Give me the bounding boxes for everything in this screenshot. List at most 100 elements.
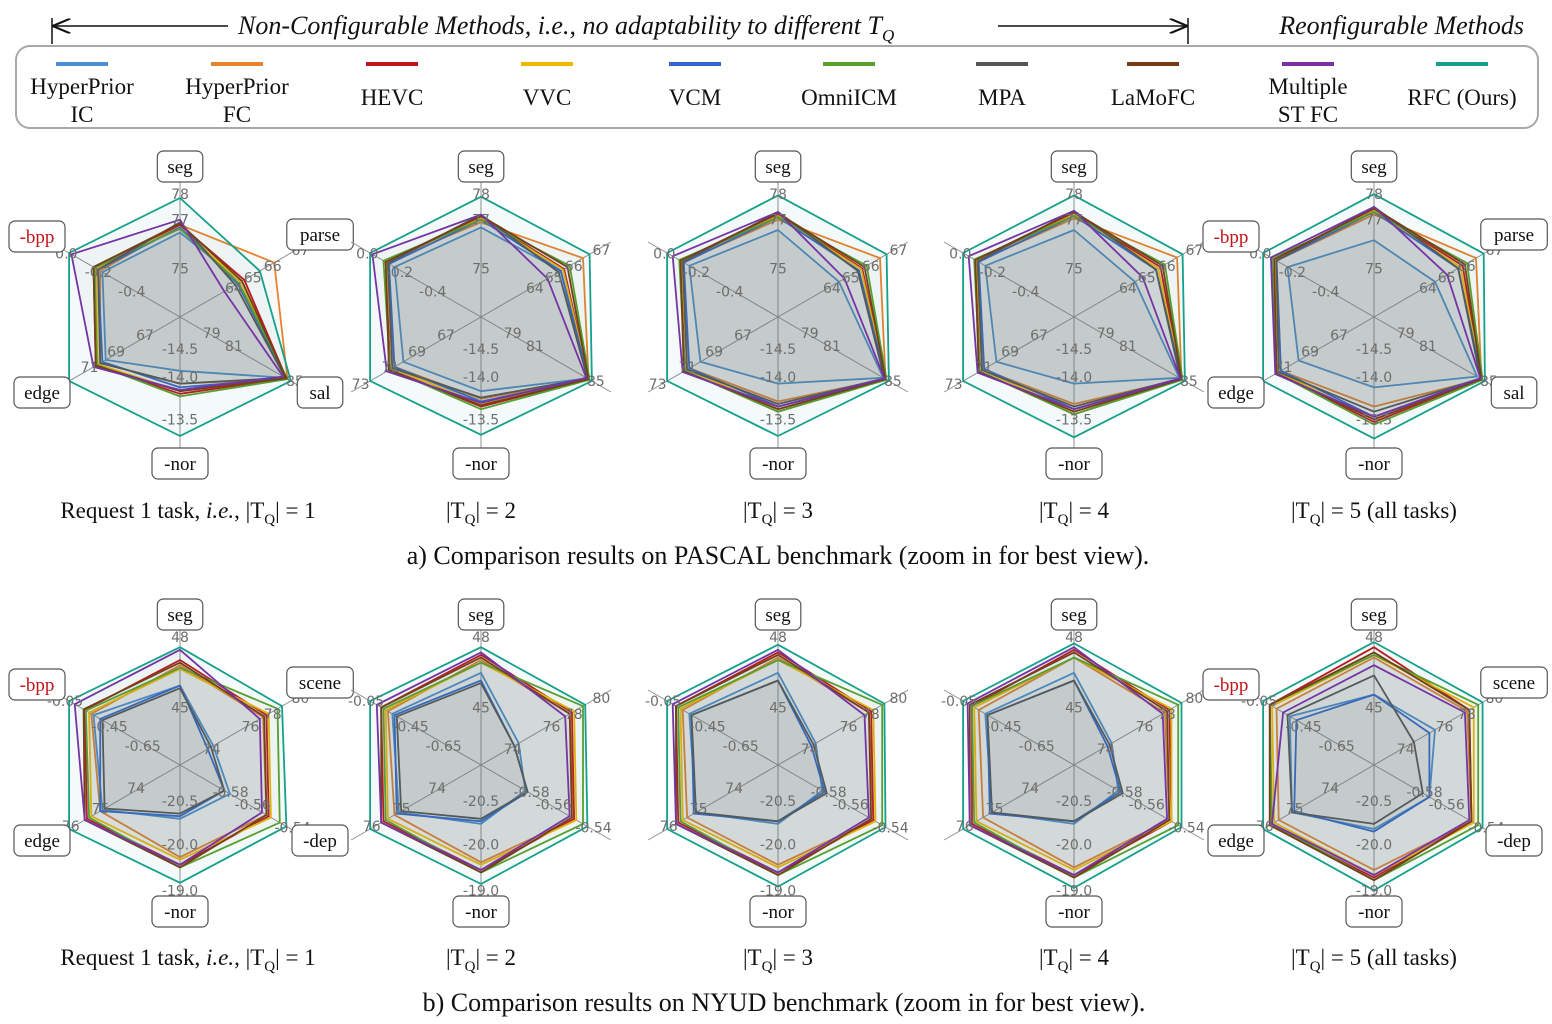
radar-panel: 454874767880-0.58-0.56-0.54-20.5-20.0-19… — [1202, 598, 1548, 975]
tick-label: 78 — [565, 707, 583, 723]
axis-label: -nor — [1058, 902, 1090, 923]
panel-caption: |TQ| = 2 — [446, 945, 516, 975]
axis-label-frame — [457, 150, 505, 183]
axis-spoke — [943, 241, 1075, 318]
tick-label: 66 — [565, 259, 583, 275]
series-polygon — [962, 194, 1186, 439]
tick-label: 74 — [203, 742, 221, 758]
radar-panel: 454874767880-0.58-0.56-0.54-20.5-20.0-19… — [8, 598, 354, 975]
tick-label: -0.54 — [1168, 821, 1204, 837]
tick-label: 75 — [1365, 261, 1383, 277]
axis-spoke — [647, 316, 779, 393]
axis-label-box: -dep — [291, 824, 349, 857]
axis-label: -nor — [762, 454, 794, 475]
axis-label-box: parse — [1480, 218, 1548, 251]
tick-label: -13.5 — [1056, 412, 1092, 428]
axis-label-frame — [1207, 376, 1265, 409]
axis-label-box: -nor — [1045, 447, 1103, 480]
axis-label-frame — [1050, 598, 1098, 631]
tick-label: 71 — [975, 360, 993, 376]
legend-item: Multiple ST FC — [1268, 62, 1348, 127]
series-polygon — [1286, 239, 1478, 389]
axis-label-box: scene — [1480, 666, 1548, 699]
tick-label: 76 — [956, 819, 974, 835]
tick-label: -20.0 — [760, 837, 796, 853]
panel-caption: |TQ| = 2 — [446, 498, 516, 528]
tick-label: 69 — [408, 345, 426, 361]
series-polygon — [967, 209, 1182, 411]
tick-label: -0.56 — [1129, 798, 1165, 814]
axis-spoke — [1373, 241, 1505, 318]
tick-label: -13.5 — [760, 412, 796, 428]
axis-label-box: seg — [1050, 150, 1098, 183]
panel-caption: |TQ| = 4 — [1039, 498, 1110, 528]
axis-spoke — [49, 764, 181, 841]
axis-label-box: edge — [1207, 824, 1265, 857]
axis-label-box: -bpp — [1202, 220, 1260, 253]
tick-label: 65 — [545, 270, 563, 286]
axis-label-box: seg — [156, 150, 204, 183]
legend-label: IC — [71, 102, 94, 127]
series-polygon — [375, 651, 571, 871]
axis-label-frame — [151, 447, 209, 480]
tick-label: -0.4 — [118, 284, 145, 300]
series-polygon — [93, 227, 289, 398]
tick-label: -0.4 — [1312, 284, 1339, 300]
tick-label: 65 — [1438, 270, 1456, 286]
tick-label: -14.5 — [1356, 342, 1392, 358]
tick-label: 48 — [769, 630, 787, 646]
tick-label: -0.54 — [872, 821, 908, 837]
panel-caption: |TQ| = 3 — [743, 945, 813, 975]
tick-label: -0.45 — [1285, 720, 1321, 736]
tick-label: -0.45 — [392, 720, 428, 736]
series-polygon — [679, 212, 887, 411]
tick-label: 67 — [1185, 243, 1203, 259]
legend-label: VCM — [669, 85, 721, 110]
tick-label: -14.5 — [162, 342, 198, 358]
axis-label: -nor — [465, 902, 497, 923]
tick-label: -0.56 — [235, 798, 271, 814]
charts: 75777864656667798185-14.5-14.0-13.567697… — [8, 150, 1548, 975]
panel-caption: Request 1 task, i.e., |TQ| = 1 — [60, 945, 315, 975]
tick-label: 76 — [242, 720, 260, 736]
tick-label: 77 — [1065, 213, 1083, 229]
legend-label: ST FC — [1278, 102, 1338, 127]
tick-label: 64 — [1419, 281, 1437, 297]
tick-label: -0.58 — [1406, 785, 1442, 801]
tick-label: -0.58 — [513, 785, 549, 801]
tick-label: -14.5 — [463, 342, 499, 358]
series-polygon — [1271, 211, 1484, 426]
tick-label: -0.2 — [683, 265, 710, 281]
axis-label: -nor — [465, 454, 497, 475]
axis-label-box: edge — [13, 824, 71, 857]
tick-label: 79 — [203, 326, 221, 342]
axis-spoke — [350, 764, 482, 841]
axis-label-box: -nor — [1045, 895, 1103, 928]
axis-label-box: -nor — [452, 895, 510, 928]
legend-label: HyperPrior — [30, 74, 134, 99]
tick-label: 64 — [526, 281, 544, 297]
axis-label-box: -nor — [452, 447, 510, 480]
axis-label: seg — [1061, 605, 1087, 626]
tick-label: -0.2 — [1279, 265, 1306, 281]
tick-label: 75 — [92, 802, 110, 818]
axis-label-frame — [1045, 895, 1103, 928]
series-polygon — [68, 197, 292, 437]
tick-label: -14.0 — [162, 370, 198, 386]
tick-label: -20.5 — [1356, 794, 1392, 810]
axis-spoke — [179, 764, 311, 841]
series-polygon — [666, 194, 890, 437]
axis-label: -nor — [762, 902, 794, 923]
tick-label: -0.45 — [91, 720, 127, 736]
axis-label: -nor — [164, 454, 196, 475]
axis-label-frame — [286, 218, 354, 251]
axis-label-frame — [754, 150, 802, 183]
axis-label-box: -nor — [1345, 447, 1403, 480]
axis-spoke — [350, 689, 482, 766]
tick-label: 75 — [690, 802, 708, 818]
tick-label: 80 — [592, 691, 610, 707]
tick-label: 73 — [352, 377, 370, 393]
axis-label-frame — [1202, 220, 1260, 253]
